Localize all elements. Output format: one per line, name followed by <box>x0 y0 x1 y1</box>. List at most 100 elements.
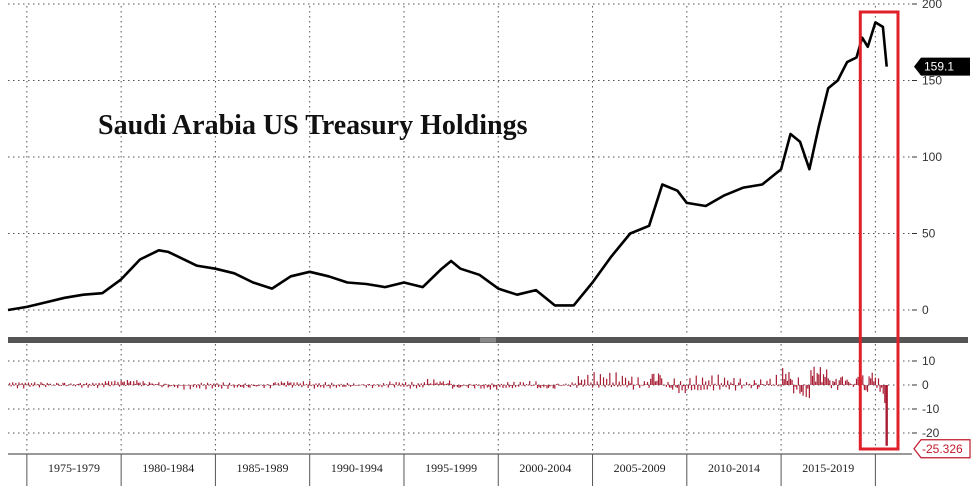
change-bar <box>492 385 495 388</box>
change-bar <box>826 369 828 385</box>
change-bar <box>461 385 463 387</box>
change-bar <box>533 385 535 386</box>
chart-title: Saudi Arabia US Treasury Holdings <box>98 110 528 141</box>
change-bar <box>48 384 50 385</box>
change-bar <box>216 383 218 385</box>
change-bar <box>310 385 312 387</box>
change-bar <box>837 385 839 391</box>
change-bar <box>327 385 330 386</box>
change-bar <box>191 384 193 386</box>
change-bar <box>777 385 779 387</box>
change-bar <box>778 384 781 386</box>
change-bar <box>243 385 245 388</box>
change-bar <box>155 383 157 385</box>
change-bar <box>598 385 600 388</box>
change-bar <box>481 385 484 386</box>
change-bar <box>150 383 152 385</box>
change-bar <box>305 383 308 385</box>
change-bar <box>866 385 869 392</box>
change-bar <box>24 382 26 385</box>
top-panel-gridlines <box>8 3 912 336</box>
change-bar <box>37 383 39 385</box>
panel-divider-handle[interactable] <box>480 337 496 343</box>
change-bar <box>450 383 452 385</box>
change-bar <box>175 385 177 386</box>
x-tick-label: 1985-1989 <box>237 461 289 475</box>
change-bar <box>115 384 118 385</box>
change-bar <box>756 385 759 390</box>
change-bar <box>189 385 191 390</box>
change-bar <box>169 385 171 387</box>
change-bar <box>87 385 89 388</box>
change-bar <box>774 385 776 386</box>
change-bar <box>862 375 864 385</box>
change-bar <box>290 382 292 385</box>
change-bar <box>569 385 572 387</box>
change-bar <box>288 382 290 385</box>
change-bar <box>118 385 121 387</box>
change-bar <box>398 382 400 385</box>
change-bar <box>158 382 160 385</box>
change-bar <box>371 385 374 389</box>
change-bar <box>881 385 883 388</box>
change-bar <box>144 383 146 385</box>
change-bar <box>73 384 75 385</box>
change-bar <box>599 374 601 385</box>
change-bar <box>315 383 317 385</box>
change-bar <box>593 372 595 385</box>
change-bar <box>199 385 201 389</box>
change-bar <box>552 385 554 389</box>
change-bar <box>448 380 451 385</box>
change-bar <box>8 383 11 385</box>
change-bar <box>650 378 652 385</box>
change-bar <box>360 384 363 386</box>
change-bar <box>463 384 465 386</box>
change-bar <box>233 385 235 388</box>
change-bar <box>279 385 281 386</box>
change-bar <box>252 385 254 386</box>
change-bar <box>712 385 715 391</box>
change-bar <box>458 385 460 388</box>
change-bar <box>331 382 333 385</box>
change-bar <box>730 382 732 385</box>
change-bar <box>415 385 418 389</box>
y-tick-label: 200 <box>922 0 942 11</box>
change-bar <box>211 385 213 389</box>
change-bar <box>261 385 264 386</box>
change-bar <box>584 379 586 385</box>
change-bar <box>624 377 627 385</box>
change-bar <box>700 385 702 391</box>
change-bar <box>98 382 100 385</box>
holdings-series-line <box>7 21 888 312</box>
change-bar <box>865 385 867 391</box>
change-bar <box>62 382 64 385</box>
change-bar <box>705 381 707 385</box>
change-bar <box>228 382 231 385</box>
change-bar <box>827 378 829 385</box>
change-bar <box>470 384 473 386</box>
change-bar <box>296 382 298 385</box>
change-bar <box>38 385 41 388</box>
change-bar <box>183 385 185 390</box>
change-bar <box>706 385 708 390</box>
change-bar <box>40 382 42 385</box>
change-bar <box>467 385 469 388</box>
change-bar <box>639 385 641 388</box>
change-bar <box>857 376 859 385</box>
change-bar <box>672 385 674 390</box>
change-bar <box>71 385 74 386</box>
change-bar <box>808 385 810 399</box>
change-bar <box>648 385 650 388</box>
change-bar <box>494 385 496 387</box>
change-bar <box>612 382 614 385</box>
change-bar <box>840 377 842 385</box>
change-bar <box>354 385 356 386</box>
change-bar <box>403 385 405 387</box>
change-bar <box>720 383 722 385</box>
change-bar <box>422 385 424 388</box>
change-bar <box>761 383 763 385</box>
change-bar <box>335 385 338 388</box>
change-bar <box>793 385 795 394</box>
change-bar <box>301 385 303 388</box>
change-bar <box>516 385 518 386</box>
